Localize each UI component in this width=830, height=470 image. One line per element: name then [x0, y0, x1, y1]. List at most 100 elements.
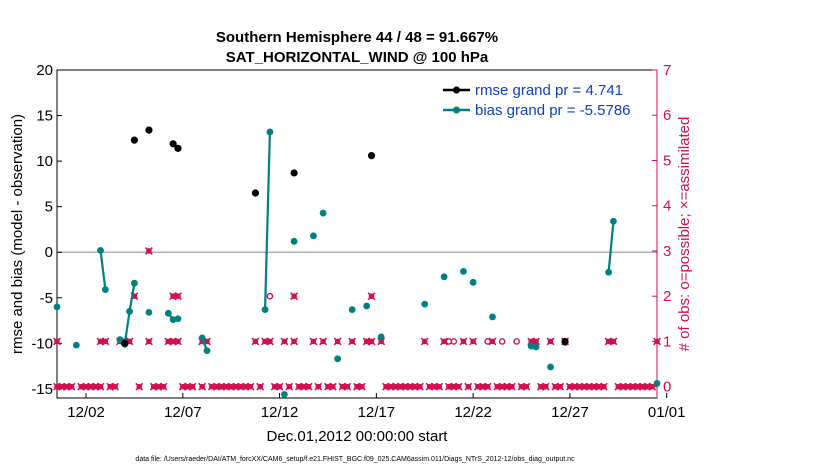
bias-point [363, 302, 371, 310]
y-axis-left-ticks: -15 -10 -5 0 5 10 15 20 [31, 62, 62, 398]
y-right-tick-label: 5 [663, 152, 671, 169]
assimilated-count-dot [252, 338, 259, 345]
assimilated-count-dot [581, 383, 588, 390]
assimilated-count-dot [639, 383, 646, 390]
y-left-tick-label: -5 [40, 290, 53, 307]
assimilated-count-dot [484, 383, 491, 390]
bias-point [319, 209, 327, 217]
assimilated-count-dot [421, 338, 428, 345]
assimilated-count-marker [101, 337, 110, 346]
y-axis-right-label: # of obs: o=possible; ×=assimilated [676, 117, 693, 352]
bias-point [469, 278, 477, 286]
assimilated-count-marker [256, 382, 265, 391]
assimilated-count-dot [359, 383, 365, 390]
rmse-point [130, 136, 139, 144]
assimilated-count-dot [547, 338, 554, 345]
assimilated-count-marker [653, 337, 661, 346]
assimilated-count-marker [343, 382, 352, 391]
rmse-point [251, 189, 259, 197]
assimilated-count-marker [541, 382, 550, 391]
x-tick-label: 01/01 [648, 404, 686, 421]
assimilated-count-dot [175, 293, 181, 300]
assimilated-count-dot [349, 338, 355, 345]
assimilated-count-dot [262, 338, 268, 345]
assimilated-count-marker [246, 382, 255, 391]
assimilated-count-dot [315, 383, 322, 390]
assimilated-count-dot [233, 383, 239, 390]
bias-point [261, 306, 269, 314]
assimilated-count-dot [402, 383, 409, 390]
assimilated-count-marker [174, 337, 182, 346]
assimilated-count-dot [552, 383, 559, 390]
bias-point [145, 308, 153, 316]
assimilated-count-dot [397, 383, 404, 390]
bias-point [334, 355, 342, 363]
x-tick-label: 12/02 [67, 404, 105, 421]
assimilated-count-dot [281, 338, 288, 345]
assimilated-count-marker [507, 382, 516, 391]
assimilated-count-dot [92, 383, 99, 390]
legend-bias-label: bias grand pr = -5.5786 [475, 102, 631, 119]
assimilated-count-marker [111, 382, 120, 391]
assimilated-count-dot [480, 383, 486, 390]
x-tick-label: 12/17 [358, 404, 396, 421]
assimilated-count-dot [470, 338, 476, 345]
x-tick-label: 12/22 [454, 404, 492, 421]
bias-point [164, 309, 172, 317]
assimilated-count-dot [170, 338, 176, 345]
assimilated-count-dot [238, 383, 244, 390]
bias-point [281, 390, 288, 398]
assimilated-count-dot [465, 383, 472, 390]
assimilated-count-dot [160, 383, 167, 390]
assimilated-count-dot [567, 383, 573, 390]
bias-point [610, 217, 617, 225]
assimilated-count-dot [412, 383, 418, 390]
bias-point [126, 308, 133, 315]
assimilated-count-marker [488, 337, 497, 346]
y-right-tick-label: 4 [663, 198, 671, 215]
y-right-tick-label: 0 [663, 379, 671, 396]
assimilated-count-marker [357, 382, 366, 391]
assimilated-count-dot [571, 383, 578, 390]
assimilated-count-dot [504, 383, 510, 390]
assimilated-count-dot [247, 383, 254, 390]
assimilated-count-dot [204, 338, 210, 345]
assimilated-count-dot [63, 383, 70, 390]
assimilated-count-marker [304, 382, 313, 391]
assimilated-count-marker [159, 382, 168, 391]
assimilated-count-dot [296, 383, 302, 390]
assimilated-count-marker [275, 382, 284, 391]
assimilated-count-dot [184, 383, 191, 390]
assimilated-count-marker [290, 337, 299, 346]
rmse-series [121, 126, 569, 347]
assimilated-count-marker [454, 382, 463, 391]
assimilated-count-dot [291, 293, 297, 300]
rmse-point [367, 152, 376, 160]
bias-point [97, 247, 104, 254]
rmse-point [290, 169, 298, 177]
assimilated-count-dot [494, 383, 501, 390]
bias-point [348, 306, 356, 314]
bias-point [489, 313, 496, 321]
y-left-tick-label: -10 [31, 335, 53, 352]
assimilated-count-dot [102, 338, 109, 345]
assimilated-count-marker [469, 337, 478, 346]
y-right-tick-label: 1 [663, 333, 671, 350]
assimilated-count-dot [450, 383, 457, 390]
assimilated-count-dot [499, 383, 505, 390]
assimilated-count-dot [388, 383, 394, 390]
x-tick-label: 12/27 [551, 404, 589, 421]
y-right-tick-label: 6 [663, 107, 671, 124]
assimilated-count-dot [576, 383, 583, 390]
assimilated-count-dot [276, 383, 283, 390]
assimilated-count-dot [267, 338, 273, 345]
assimilated-count-dot [305, 383, 312, 390]
assimilated-count-dot [136, 383, 143, 390]
assimilated-count-dot [223, 383, 230, 390]
x-tick-label: 12/07 [164, 404, 202, 421]
x-axis-label: Dec.01,2012 00:00:00 start [267, 428, 449, 445]
assimilated-count-dot [291, 338, 297, 345]
assimilated-count-dot [528, 338, 534, 345]
bias-line-segment [607, 221, 615, 273]
